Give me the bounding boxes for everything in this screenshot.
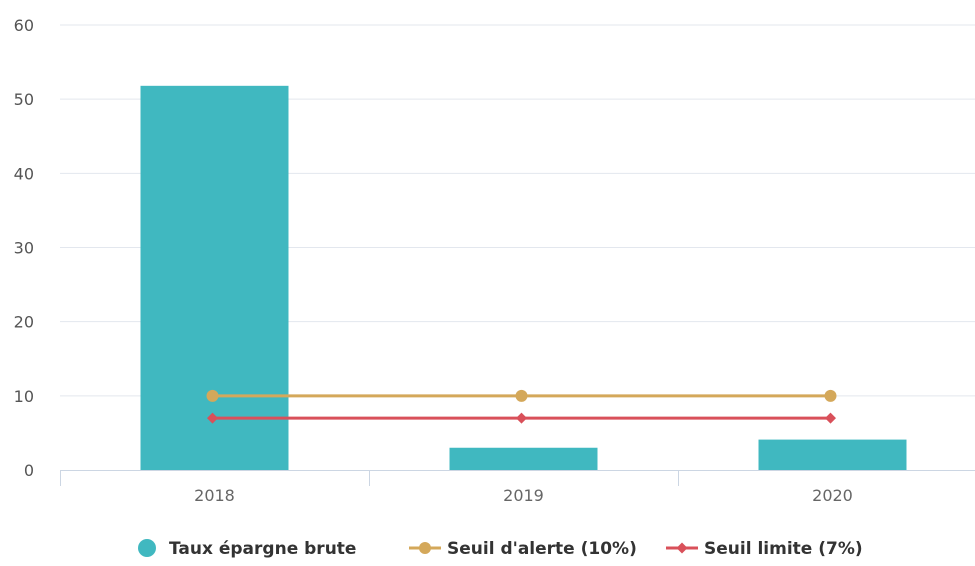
point-2019[interactable] — [515, 389, 528, 402]
y-tick-label: 0 — [24, 461, 34, 480]
y-tick-label: 20 — [14, 313, 34, 332]
x-tick-label-2020: 2020 — [812, 486, 853, 505]
legend-label: Seuil limite (7%) — [704, 539, 863, 559]
legend-item[interactable]: Taux épargne brute — [138, 539, 356, 559]
point-2020[interactable] — [824, 389, 837, 402]
bar-2020[interactable] — [758, 439, 907, 470]
legend-item[interactable]: Seuil d'alerte (10%) — [409, 539, 637, 559]
legend-circle-icon — [419, 542, 431, 554]
point-2018[interactable] — [207, 412, 218, 424]
bar-series — [140, 85, 907, 471]
y-tick-label: 10 — [14, 387, 34, 406]
x-axis-ticks: 2018 2019 2020 — [60, 470, 853, 505]
point-2018[interactable] — [206, 389, 219, 402]
legend-label: Seuil d'alerte (10%) — [447, 539, 637, 559]
y-tick-label: 40 — [14, 164, 34, 183]
line-series — [206, 389, 837, 424]
x-tick-label-2019: 2019 — [503, 486, 544, 505]
y-tick-label: 50 — [14, 90, 34, 109]
legend-diamond-icon — [676, 542, 688, 554]
legend-symbol-circle-icon — [138, 539, 156, 557]
x-tick-label-2018: 2018 — [194, 486, 235, 505]
bar-2019[interactable] — [449, 447, 598, 470]
point-2019[interactable] — [516, 412, 527, 424]
legend-item[interactable]: Seuil limite (7%) — [666, 539, 863, 559]
legend-label: Taux épargne brute — [169, 539, 356, 559]
y-tick-label: 30 — [14, 239, 34, 258]
point-2020[interactable] — [825, 412, 836, 424]
legend: Taux épargne brute Seuil d'alerte (10%) Se… — [138, 539, 863, 559]
y-tick-label: 60 — [14, 16, 34, 35]
y-axis-ticks: 0 10 20 30 40 50 60 — [14, 16, 34, 480]
bar-2018[interactable] — [140, 85, 289, 471]
